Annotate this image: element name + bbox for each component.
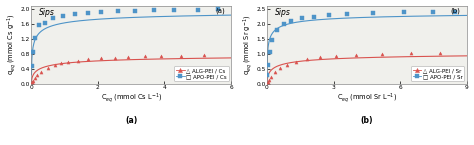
Point — [32, 37, 39, 39]
Legend: △ ALG-PEI / Sr, □ APO-PEI / Sr: △ ALG-PEI / Sr, □ APO-PEI / Sr — [410, 66, 465, 81]
Point — [379, 53, 386, 55]
Point — [114, 10, 122, 13]
Point — [171, 9, 178, 11]
Point — [151, 9, 158, 12]
Point — [84, 12, 92, 14]
Point — [303, 58, 310, 60]
Point — [299, 17, 306, 19]
Point — [71, 13, 78, 15]
Point — [28, 81, 36, 83]
Point — [325, 14, 333, 16]
Point — [84, 58, 92, 61]
Point — [41, 22, 48, 24]
Point — [194, 8, 201, 11]
Point — [98, 57, 105, 59]
Point — [266, 51, 273, 53]
Legend: △ ALG-PEI / Cs, □ APO-PEI / Cs: △ ALG-PEI / Cs, □ APO-PEI / Cs — [174, 66, 229, 81]
Point — [31, 77, 38, 79]
Point — [283, 64, 291, 66]
Point — [34, 74, 41, 77]
Point — [57, 62, 65, 64]
Point — [29, 79, 37, 82]
Point — [51, 64, 58, 66]
Text: Sips: Sips — [39, 8, 55, 17]
Point — [49, 17, 57, 19]
Point — [264, 81, 272, 83]
Point — [407, 52, 415, 54]
Point — [64, 61, 72, 63]
Point — [429, 11, 437, 13]
Point — [280, 22, 287, 25]
Point — [35, 24, 43, 26]
Y-axis label: q$_{eq}$ (mmol Cs g$^{-1}$): q$_{eq}$ (mmol Cs g$^{-1}$) — [6, 14, 19, 75]
Point — [271, 71, 279, 74]
Point — [124, 56, 132, 58]
Point — [28, 65, 36, 67]
Point — [177, 55, 185, 57]
Point — [264, 64, 272, 66]
Point — [59, 14, 67, 17]
Point — [131, 10, 138, 12]
Text: (a): (a) — [125, 116, 137, 125]
Point — [264, 74, 271, 76]
Point — [265, 79, 273, 81]
Point — [98, 11, 105, 13]
Point — [452, 10, 459, 13]
Point — [292, 60, 300, 63]
Point — [214, 8, 221, 10]
Point — [268, 39, 276, 41]
Point — [29, 51, 37, 53]
Point — [343, 13, 351, 15]
Point — [352, 54, 359, 56]
Point — [141, 55, 148, 58]
X-axis label: C$_{eq}$ (mmol Cs L$^{-1}$): C$_{eq}$ (mmol Cs L$^{-1}$) — [100, 91, 162, 105]
Point — [310, 16, 318, 18]
Point — [317, 56, 324, 59]
Point — [201, 54, 208, 57]
Point — [370, 12, 377, 14]
Text: (b): (b) — [451, 8, 461, 14]
Point — [111, 56, 118, 59]
Point — [44, 67, 52, 69]
Point — [276, 67, 284, 69]
Point — [267, 76, 275, 78]
Point — [332, 55, 339, 57]
X-axis label: C$_{eq}$ (mmol Sr L$^{-1}$): C$_{eq}$ (mmol Sr L$^{-1}$) — [337, 91, 397, 105]
Point — [401, 11, 408, 14]
Point — [37, 71, 45, 73]
Point — [157, 55, 165, 57]
Y-axis label: q$_{eq}$ (mmol Sr g$^{-1}$): q$_{eq}$ (mmol Sr g$^{-1}$) — [241, 14, 255, 75]
Text: Sips: Sips — [275, 8, 291, 17]
Point — [436, 52, 444, 54]
Point — [288, 19, 295, 22]
Text: (b): (b) — [361, 116, 373, 125]
Text: (a): (a) — [215, 8, 225, 14]
Point — [74, 59, 82, 62]
Point — [273, 29, 281, 31]
